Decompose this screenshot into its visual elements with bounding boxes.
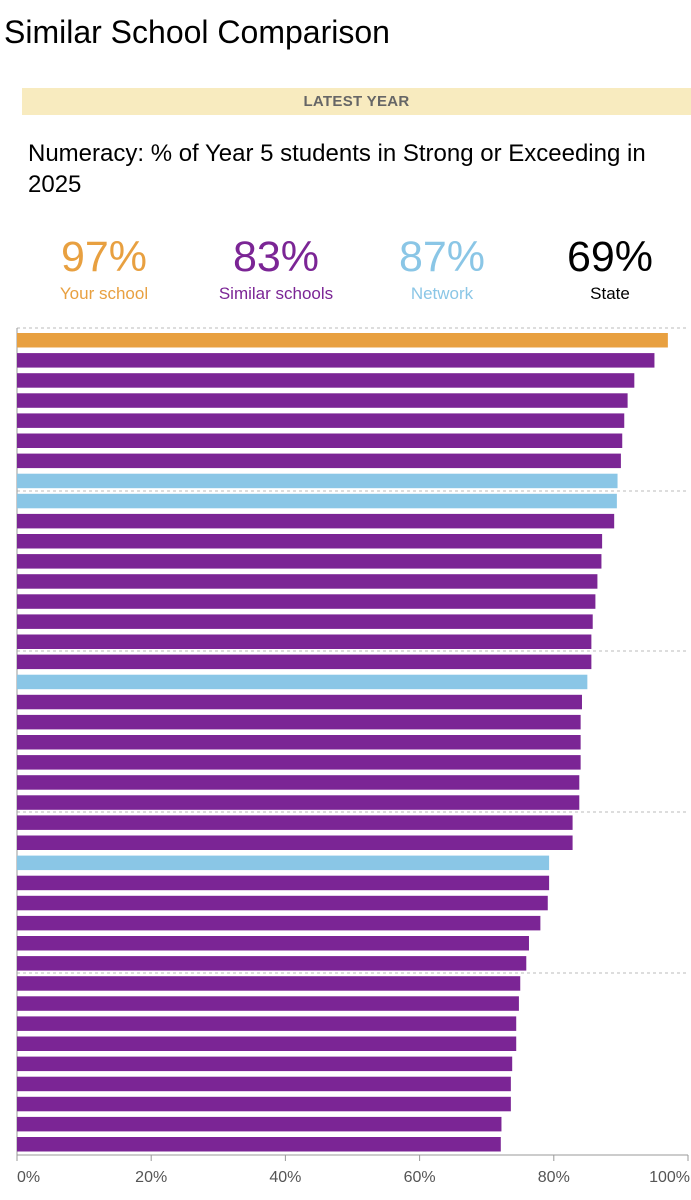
bar-similar-school-20 xyxy=(17,735,581,750)
bar-network-17 xyxy=(17,674,588,690)
kpi-your-school-value: 97% xyxy=(60,233,148,281)
bar-similar-school-37 xyxy=(17,1076,511,1092)
kpi-your-school: 97% Your school xyxy=(19,232,189,305)
bar-similar-school-5 xyxy=(17,433,623,448)
x-tick-label-5: 100% xyxy=(649,1169,690,1186)
bar-similar-school-36 xyxy=(17,1056,513,1072)
bar-similar-school-34 xyxy=(17,1016,517,1031)
bar-network-7 xyxy=(17,473,618,489)
x-tick-label-4: 80% xyxy=(538,1169,570,1186)
bar-similar-school-21 xyxy=(17,755,581,770)
bar-similar-school-1 xyxy=(17,353,655,368)
kpi-state-label: State xyxy=(590,284,630,303)
bar-similar-school-35 xyxy=(17,1036,517,1051)
x-tick-label-3: 60% xyxy=(404,1169,436,1186)
bar-similar-school-10 xyxy=(17,534,603,549)
bar-similar-school-4 xyxy=(17,413,625,428)
latest-year-banner: LATEST YEAR xyxy=(22,88,691,115)
bar-similar-school-13 xyxy=(17,594,596,609)
bar-similar-school-23 xyxy=(17,795,580,810)
kpi-similar-schools-label: Similar schools xyxy=(218,284,334,303)
bar-similar-school-38 xyxy=(17,1096,511,1112)
bar-similar-school-3 xyxy=(17,393,628,408)
kpi-similar-schools: 83% Similar schools xyxy=(191,232,361,305)
bar-similar-school-28 xyxy=(17,895,548,911)
bar-similar-school-11 xyxy=(17,554,602,569)
bar-similar-school-16 xyxy=(17,654,592,670)
bar-your-school-0 xyxy=(17,333,668,348)
chart-subtitle: Numeracy: % of Year 5 students in Strong… xyxy=(28,140,646,198)
bar-similar-school-32 xyxy=(17,976,521,991)
bar-similar-school-25 xyxy=(17,835,573,850)
bar-similar-school-31 xyxy=(17,956,527,971)
x-tick-label-2: 40% xyxy=(269,1169,301,1186)
bar-similar-school-40 xyxy=(17,1137,501,1152)
bar-similar-school-2 xyxy=(17,373,635,388)
kpi-network: 87% Network xyxy=(357,232,527,305)
latest-year-label: LATEST YEAR xyxy=(303,93,410,110)
bar-similar-school-22 xyxy=(17,775,580,790)
x-tick-label-0: 0% xyxy=(17,1169,40,1186)
kpi-state-value: 69% xyxy=(566,233,654,281)
bar-similar-school-14 xyxy=(17,614,593,629)
bar-similar-school-27 xyxy=(17,875,550,891)
x-tick-label-1: 20% xyxy=(135,1169,167,1186)
bar-similar-school-18 xyxy=(17,694,582,710)
bar-similar-school-12 xyxy=(17,574,598,589)
bar-similar-school-24 xyxy=(17,815,573,830)
kpi-network-value: 87% xyxy=(398,233,486,281)
bar-similar-school-15 xyxy=(17,634,592,649)
bar-network-26 xyxy=(17,855,550,871)
bar-network-8 xyxy=(17,493,617,509)
kpi-your-school-label: Your school xyxy=(59,284,149,303)
page-title: Similar School Comparison xyxy=(4,14,390,50)
kpi-network-label: Network xyxy=(410,284,474,303)
bar-similar-school-29 xyxy=(17,915,541,931)
kpi-state: 69% State xyxy=(525,232,691,305)
bar-similar-school-30 xyxy=(17,936,529,951)
bar-similar-school-39 xyxy=(17,1116,502,1132)
bar-similar-school-9 xyxy=(17,513,615,529)
kpi-similar-schools-value: 83% xyxy=(232,233,320,281)
bar-similar-school-6 xyxy=(17,453,621,469)
bar-similar-school-33 xyxy=(17,996,519,1011)
bar-similar-school-19 xyxy=(17,714,581,730)
